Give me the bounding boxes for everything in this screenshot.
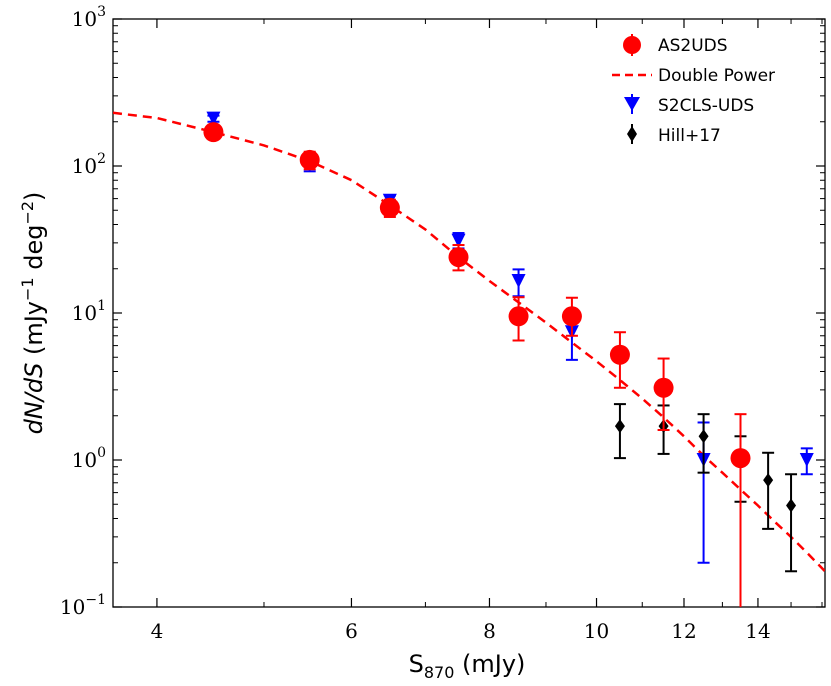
x-tick-label: 10 [584, 619, 609, 643]
as2uds-point [508, 306, 529, 327]
y-axis-title-italic: dN/dS [20, 363, 48, 435]
x-tick-label: 4 [151, 619, 164, 643]
y-tick-exponent: 2 [97, 151, 106, 167]
y-axis-title-exp-a: −1 [18, 277, 37, 301]
x-tick-label: 12 [671, 619, 696, 643]
as2uds-point [299, 149, 320, 170]
legend: AS2UDS Double Power S2CLS-UDS Hill+17 [612, 34, 775, 146]
s2cls-point [799, 453, 814, 467]
y-tick-exponent: 0 [97, 445, 106, 461]
legend-s2cls-label: S2CLS-UDS [658, 96, 754, 116]
legend-entry-hill17: Hill+17 [627, 124, 721, 146]
data-marks-layer [203, 111, 814, 607]
plot-area [112, 18, 826, 608]
as2uds-point [448, 247, 469, 268]
x-axis-title-main: S [409, 650, 424, 678]
y-tick-label: 103 [72, 4, 106, 31]
as2uds-point [379, 197, 400, 218]
legend-double-power-label: Double Power [658, 66, 775, 86]
y-tick-label: 102 [72, 151, 106, 178]
y-tick-base: 10 [72, 154, 97, 178]
legend-entry-as2uds: AS2UDS [623, 34, 728, 56]
hill17-point [763, 473, 774, 488]
legend-entry-s2cls-uds: S2CLS-UDS [624, 94, 754, 116]
x-axis-title-unit: (mJy) [454, 650, 525, 678]
plot-frame [112, 18, 826, 608]
x-tick-label: 14 [745, 619, 770, 643]
y-tick-exponent: 3 [97, 4, 106, 20]
y-tick-base: 10 [72, 7, 97, 31]
y-tick-exponent: −1 [85, 592, 106, 608]
as2uds-point [203, 122, 224, 143]
y-axis-title-unit-b: deg [20, 225, 48, 278]
x-axis-title-sub: 870 [424, 663, 455, 682]
legend-as2uds-marker [623, 36, 641, 54]
legend-entry-double-power: Double Power [612, 66, 775, 86]
y-tick-label: 101 [72, 298, 106, 325]
as2uds-point [653, 377, 674, 398]
legend-as2uds-label: AS2UDS [658, 36, 728, 56]
legend-s2cls-marker [624, 97, 640, 111]
y-tick-base: 10 [72, 448, 97, 472]
legend-hill17-label: Hill+17 [658, 126, 721, 146]
x-tick-label: 8 [483, 619, 496, 643]
y-axis-title-unit-a: (mJy [20, 301, 48, 363]
hill17-point [786, 498, 797, 513]
hill17-point [698, 429, 709, 444]
y-tick-label: 10−1 [60, 592, 106, 619]
as2uds-point [561, 306, 582, 327]
x-tick-label: 6 [345, 619, 358, 643]
as2uds-point [730, 448, 751, 469]
y-tick-exponent: 1 [97, 298, 106, 314]
legend-hill17-marker [627, 126, 637, 142]
y-axis-title-close: ) [20, 192, 48, 201]
s2cls-point [511, 274, 526, 289]
s2cls-point [206, 111, 221, 126]
y-axis-title: dN/dS (mJy−1 deg−2) [18, 192, 48, 435]
y-tick-base: 10 [72, 301, 97, 325]
as2uds-point [609, 344, 630, 365]
y-axis-title-exp-b: −2 [18, 201, 37, 225]
y-tick-label: 100 [72, 445, 106, 472]
x-axis-title: S870 (mJy) [409, 650, 526, 682]
hill17-point [614, 419, 625, 434]
axis-ticks [113, 18, 825, 608]
y-tick-base: 10 [60, 595, 85, 619]
x-tick-labels: 4 6 8 10 12 14 [151, 619, 771, 643]
s2cls-point [451, 233, 466, 248]
